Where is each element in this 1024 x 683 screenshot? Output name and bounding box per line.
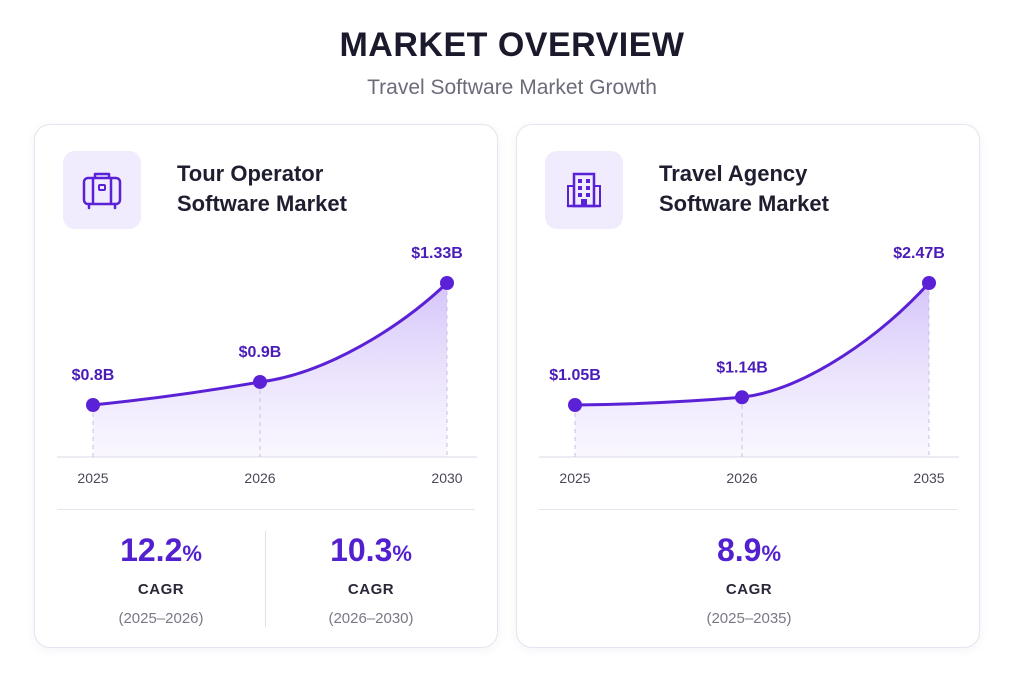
page-title: MARKET OVERVIEW [339,26,685,64]
area-fill [575,283,929,457]
card-title: Tour Operator Software Market [177,159,477,219]
data-point [253,374,267,389]
data-point [735,390,749,405]
divider [539,509,957,510]
divider [57,509,475,510]
x-tick-label: 2026 [244,470,275,486]
card-title-line1: Tour Operator [177,161,324,186]
cagr-label: CAGR [725,581,773,598]
data-point [440,276,454,290]
travel-agency-card: Travel Agency Software Market $1.05B 2025… [516,124,980,648]
icon-badge [545,151,623,229]
cagr-period: (2025–2026) [118,610,204,627]
tour-operator-card: Tour Operator Software Market $0.8B 2025 $… [34,124,498,648]
data-label: $1.14B [716,359,768,376]
x-tick-label: 2025 [559,470,590,486]
data-point [86,398,100,412]
cagr-stat: 10.3% CAGR (2026–2030) [266,531,476,627]
card-title-line2: Software Market [659,191,829,216]
cagr-stat: 8.9% CAGR (2025–2035) [539,531,959,627]
x-tick-label: 2035 [913,470,944,486]
data-label: $1.33B [411,245,463,262]
data-point [922,276,936,290]
cagr-value: 10.3% [330,532,412,568]
data-point [568,398,582,412]
x-tick-label: 2026 [726,470,757,486]
stat-divider [265,531,266,627]
card-title-line1: Travel Agency [659,161,808,186]
data-label: $0.9B [239,344,282,361]
data-label: $2.47B [893,245,945,262]
suitcase-icon [82,172,122,210]
icon-badge [63,151,141,229]
tour-operator-chart: $0.8B 2025 $0.9B 2026 $1.33B 2030 [57,245,477,486]
cagr-value: 12.2% [120,532,202,568]
cagr-value: 8.9% [716,532,782,568]
card-title: Travel Agency Software Market [659,159,959,219]
cagr-period: (2026–2030) [328,610,414,627]
data-label: $0.8B [72,367,115,384]
card-title-line2: Software Market [177,191,347,216]
cagr-period: (2025–2035) [706,610,792,627]
area-fill [93,283,447,457]
page-subtitle: Travel Software Market Growth [367,76,657,99]
building-icon [566,172,602,208]
cagr-label: CAGR [347,581,395,598]
cagr-stat: 12.2% CAGR (2025–2026) [57,531,265,627]
x-tick-label: 2025 [77,470,108,486]
travel-agency-chart: $1.05B 2025 $1.14B 2026 $2.47B 2035 [539,245,959,486]
data-label: $1.05B [549,367,601,384]
x-tick-label: 2030 [431,470,462,486]
cagr-label: CAGR [137,581,185,598]
